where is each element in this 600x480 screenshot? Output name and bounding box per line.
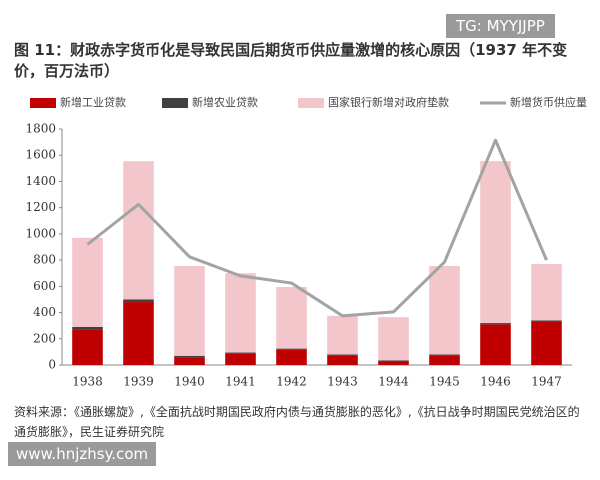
y-tick-label: 1000 <box>25 226 56 240</box>
x-tick-label: 1938 <box>72 375 103 389</box>
x-tick-label: 1943 <box>327 375 358 389</box>
legend-label: 国家银行新增对政府垫款 <box>328 95 449 109</box>
x-tick-label: 1944 <box>378 375 409 389</box>
bar-segment <box>225 273 256 353</box>
legend-label: 新增工业贷款 <box>60 95 126 109</box>
bar-segment <box>225 352 256 354</box>
legend-label: 新增货币供应量 <box>510 95 587 109</box>
bar-segment <box>276 286 307 349</box>
bar-segment <box>276 349 307 365</box>
legend-swatch <box>298 98 324 108</box>
bar-segment <box>378 360 409 362</box>
y-tick-label: 1600 <box>25 148 56 162</box>
bar-segment <box>480 324 511 365</box>
x-tick-label: 1945 <box>429 375 460 389</box>
bar-segment <box>429 354 460 356</box>
y-tick-label: 200 <box>33 331 56 345</box>
bar-segment <box>480 323 511 325</box>
y-tick-label: 1400 <box>25 174 56 188</box>
bar-segment <box>327 315 358 355</box>
y-tick-label: 600 <box>33 279 56 293</box>
line <box>86 138 548 318</box>
watermark: www.hnjzhsy.com <box>8 442 157 466</box>
bar-segment <box>480 161 511 324</box>
bar-segment <box>72 329 103 365</box>
source-note: 资料来源：《通胀螺旋》,《全面抗战时期国民政府内债与通货膨胀的恶化》,《抗日战争… <box>14 405 580 439</box>
chart-title: 图 11：财政赤字货币化是导致民国后期货币供应量激增的核心原因（1937 年不变… <box>14 41 568 80</box>
x-tick-label: 1941 <box>225 375 256 389</box>
bar-segment <box>72 326 103 330</box>
bar-segment <box>225 353 256 365</box>
bar-segment <box>174 357 205 365</box>
bar-segment <box>174 266 205 356</box>
bar-segment <box>429 266 460 355</box>
legend-swatch <box>30 98 56 108</box>
bar-segment <box>531 320 562 322</box>
bar-segment <box>327 354 358 356</box>
x-tick-label: 1947 <box>531 375 562 389</box>
bar-segment <box>429 355 460 365</box>
y-tick-label: 1800 <box>25 122 56 136</box>
bar-segment <box>72 237 103 327</box>
bar-segment <box>531 321 562 365</box>
y-tick-label: 400 <box>33 305 56 319</box>
legend-swatch <box>162 98 188 108</box>
bar-segment <box>378 361 409 365</box>
bar-segment <box>174 355 205 358</box>
x-tick-label: 1939 <box>123 375 154 389</box>
y-tick-label: 800 <box>33 253 56 267</box>
bar-segment <box>378 317 409 361</box>
bar-segment <box>123 302 154 365</box>
y-tick-label: 0 <box>48 358 56 372</box>
bar-segment <box>123 299 154 303</box>
x-tick-label: 1946 <box>480 375 511 389</box>
legend-label: 新增农业贷款 <box>192 95 258 109</box>
x-tick-label: 1942 <box>276 375 307 389</box>
bar-segment <box>276 348 307 350</box>
watermark: TG: MYYJJPP <box>446 14 555 38</box>
bar-segment <box>327 355 358 365</box>
bar-segment <box>531 264 562 321</box>
y-tick-label: 1200 <box>25 200 56 214</box>
bar-segment <box>123 161 154 300</box>
x-tick-label: 1940 <box>174 375 205 389</box>
